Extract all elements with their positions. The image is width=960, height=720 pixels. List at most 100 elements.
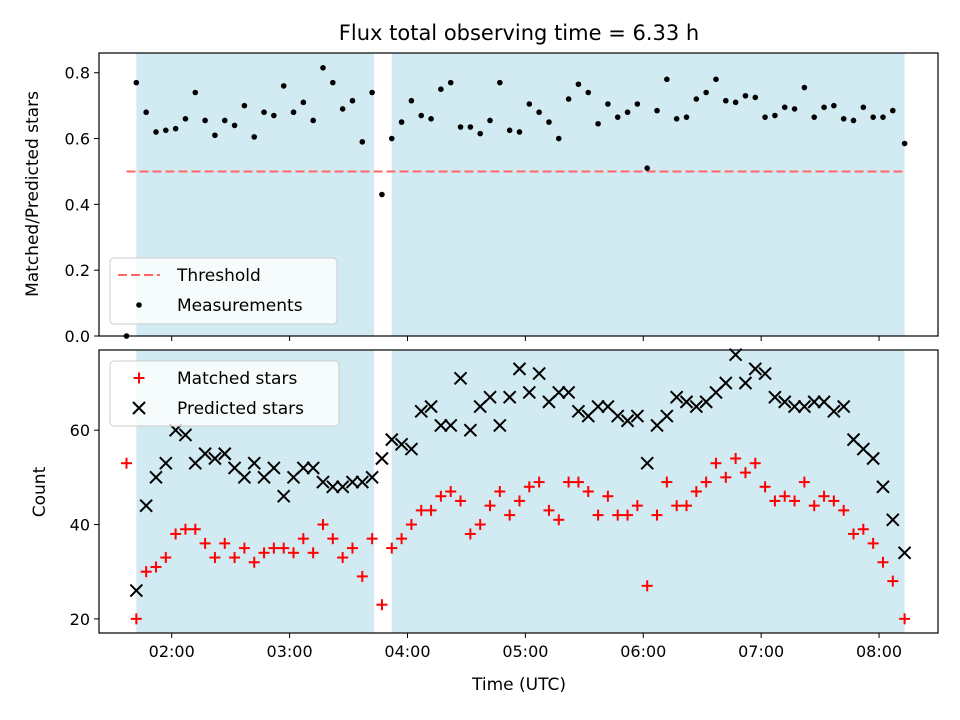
cross-b: [522, 385, 537, 400]
predicted-star-point: [679, 395, 694, 409]
ratio-y-tick-label: 0.2: [65, 261, 90, 280]
measurement-point: [742, 92, 749, 99]
predicted-star-point: [748, 362, 762, 376]
cross-b: [679, 395, 694, 409]
matched-star-point: [464, 528, 476, 540]
predicted-star-point: [630, 409, 645, 423]
cross-b: [748, 362, 762, 376]
measurement-point: [546, 119, 552, 125]
measurement-point: [644, 165, 650, 171]
matched-star-point: [563, 476, 575, 488]
predicted-star-point: [218, 447, 232, 461]
matched-star-point: [209, 552, 221, 564]
predicted-star-point: [532, 366, 546, 381]
predicted-star-point: [276, 489, 291, 503]
cross-b: [856, 442, 871, 456]
measurement-point: [388, 135, 395, 142]
measurement-point: [860, 104, 867, 111]
cross-b: [758, 366, 772, 381]
matched-star-point: [238, 542, 250, 554]
matched-stars-series: [121, 452, 911, 625]
cross-b: [365, 470, 379, 485]
matched-star-point: [356, 570, 368, 582]
cross-b: [483, 390, 497, 404]
measurement-point: [614, 114, 621, 120]
matched-star-point: [769, 495, 781, 507]
matched-star-point: [435, 490, 447, 502]
predicted-star-point: [778, 395, 792, 409]
observing-window-2: [391, 53, 905, 336]
predicted-star-point: [267, 461, 281, 475]
matched-star-point: [494, 486, 506, 497]
matched-star-point: [219, 537, 231, 549]
predicted-star-point: [620, 414, 635, 428]
predicted-star-point: [178, 428, 193, 442]
cross-b: [463, 423, 478, 437]
count-y-tick-label: 20: [70, 610, 90, 629]
matched-star-point: [828, 495, 840, 507]
matched-star-point: [899, 613, 911, 625]
cross-b: [139, 498, 153, 513]
measurement-point: [880, 114, 886, 120]
cross-b: [267, 461, 281, 475]
measurement-point: [133, 79, 140, 86]
measurement-point: [811, 114, 818, 120]
measurement-point: [890, 107, 896, 114]
measurement-point: [182, 116, 189, 122]
cross-b: [132, 401, 146, 415]
cross-b: [345, 475, 360, 489]
cross-b: [355, 475, 369, 489]
x-tick-label: 06:00: [620, 642, 666, 661]
predicted-star-point: [827, 404, 841, 419]
matched-star-point: [229, 552, 241, 564]
cross-b: [335, 480, 350, 494]
cross-b: [237, 470, 252, 485]
measurement-point: [487, 117, 493, 124]
predicted-star-point: [866, 451, 880, 466]
matched-star-point: [121, 457, 133, 469]
measurement-point: [153, 129, 159, 135]
predicted-star-point: [139, 498, 153, 513]
measurement-point: [693, 96, 700, 102]
cross-b: [787, 399, 802, 414]
matched-star-point: [857, 523, 869, 535]
cross-b: [738, 376, 753, 390]
cross-b: [886, 513, 900, 527]
measurement-point: [821, 104, 827, 111]
matched-star-point: [170, 528, 182, 540]
matched-star-point: [690, 486, 702, 497]
predicted-star-point: [836, 399, 851, 414]
measurement-point: [339, 106, 346, 112]
cross-b: [326, 480, 340, 494]
measurement-point: [280, 83, 287, 89]
measurement-point: [831, 102, 837, 109]
observing-windows-top: [136, 53, 905, 336]
matched-star-point: [346, 542, 358, 554]
predicted-stars-series: [129, 348, 912, 598]
measurement-point: [192, 89, 199, 96]
chart-title: Flux total observing time = 6.33 h: [339, 21, 699, 45]
matched-star-point: [602, 490, 614, 502]
measurement-point: [703, 89, 709, 96]
matched-star-point: [680, 500, 692, 512]
cross-b: [836, 399, 851, 414]
matched-star-point: [730, 452, 742, 464]
cross-b: [512, 362, 527, 376]
measurement-point: [870, 114, 876, 120]
matched-star-point: [199, 537, 211, 549]
cross-b: [208, 451, 222, 466]
matched-star-point: [366, 533, 378, 545]
matched-star-point: [248, 556, 260, 568]
matched-star-point: [455, 495, 467, 507]
matched-star-point: [848, 528, 860, 540]
cross-b: [316, 475, 330, 489]
measurement-point: [261, 109, 267, 116]
predicted-star-point: [316, 475, 330, 489]
measurement-point: [850, 117, 857, 124]
cross-b: [453, 371, 468, 386]
matched-star-point: [337, 552, 349, 564]
predicted-star-point: [434, 418, 448, 433]
measurement-point: [231, 122, 238, 129]
cross-b: [728, 348, 743, 362]
cross-b: [689, 399, 704, 414]
